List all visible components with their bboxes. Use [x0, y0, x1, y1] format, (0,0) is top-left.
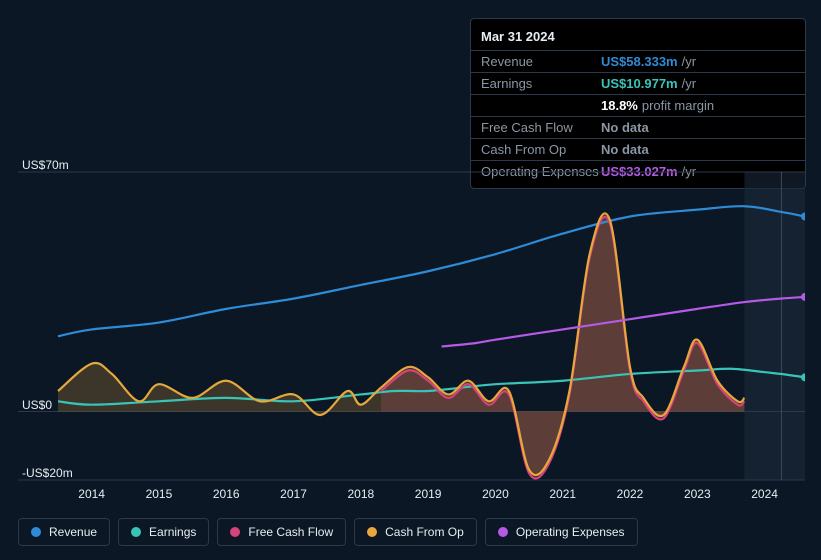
tooltip-row: EarningsUS$10.977m/yr	[471, 73, 805, 95]
line-chart[interactable]	[18, 160, 805, 485]
tooltip-value: US$10.977m	[601, 76, 678, 91]
legend-item-revenue[interactable]: Revenue	[18, 518, 110, 546]
tooltip-label: Cash From Op	[481, 142, 601, 157]
tooltip-row: Free Cash FlowNo data	[471, 117, 805, 139]
tooltip-row: 18.8% profit margin	[471, 95, 805, 117]
legend: Revenue Earnings Free Cash Flow Cash From O…	[18, 518, 638, 546]
x-axis-label: 2015	[146, 487, 173, 501]
tooltip-row: RevenueUS$58.333m/yr	[471, 51, 805, 73]
tooltip-row: Cash From OpNo data	[471, 139, 805, 161]
x-axis-labels: 2014 2015 2016 2017 2018 2019 2020 2021 2022 2023…	[18, 487, 805, 507]
tooltip-label: Earnings	[481, 76, 601, 91]
y-axis-label: US$0	[22, 398, 52, 412]
x-axis-label: 2017	[280, 487, 307, 501]
x-axis-label: 2023	[684, 487, 711, 501]
tooltip-value: No data	[601, 120, 649, 135]
legend-label: Operating Expenses	[516, 525, 625, 539]
legend-swatch	[230, 527, 240, 537]
legend-item-opex[interactable]: Operating Expenses	[485, 518, 638, 546]
legend-label: Free Cash Flow	[248, 525, 333, 539]
legend-label: Revenue	[49, 525, 97, 539]
x-axis-label: 2019	[415, 487, 442, 501]
legend-label: Cash From Op	[385, 525, 464, 539]
legend-item-cashop[interactable]: Cash From Op	[354, 518, 477, 546]
chart-container: Mar 31 2024 RevenueUS$58.333m/yrEarnings…	[0, 0, 821, 560]
tooltip-label: Revenue	[481, 54, 601, 69]
tooltip-value: US$58.333m	[601, 54, 678, 69]
tooltip-value: No data	[601, 142, 649, 157]
x-axis-label: 2016	[213, 487, 240, 501]
tooltip-label	[481, 98, 601, 113]
x-axis-label: 2014	[78, 487, 105, 501]
x-axis-label: 2024	[751, 487, 778, 501]
legend-item-fcf[interactable]: Free Cash Flow	[217, 518, 346, 546]
x-axis-label: 2021	[549, 487, 576, 501]
tooltip-suffix: /yr	[682, 76, 696, 91]
tooltip-label: Free Cash Flow	[481, 120, 601, 135]
legend-label: Earnings	[149, 525, 196, 539]
y-axis-label: -US$20m	[22, 466, 73, 480]
legend-swatch	[31, 527, 41, 537]
tooltip-suffix: /yr	[682, 54, 696, 69]
tooltip-suffix: profit margin	[642, 98, 714, 113]
x-axis-label: 2018	[347, 487, 374, 501]
legend-item-earnings[interactable]: Earnings	[118, 518, 209, 546]
y-axis-label: US$70m	[22, 158, 69, 172]
legend-swatch	[367, 527, 377, 537]
x-axis-label: 2022	[617, 487, 644, 501]
legend-swatch	[498, 527, 508, 537]
tooltip-title: Mar 31 2024	[471, 25, 805, 51]
x-axis-label: 2020	[482, 487, 509, 501]
legend-swatch	[131, 527, 141, 537]
tooltip-value: 18.8%	[601, 98, 638, 113]
